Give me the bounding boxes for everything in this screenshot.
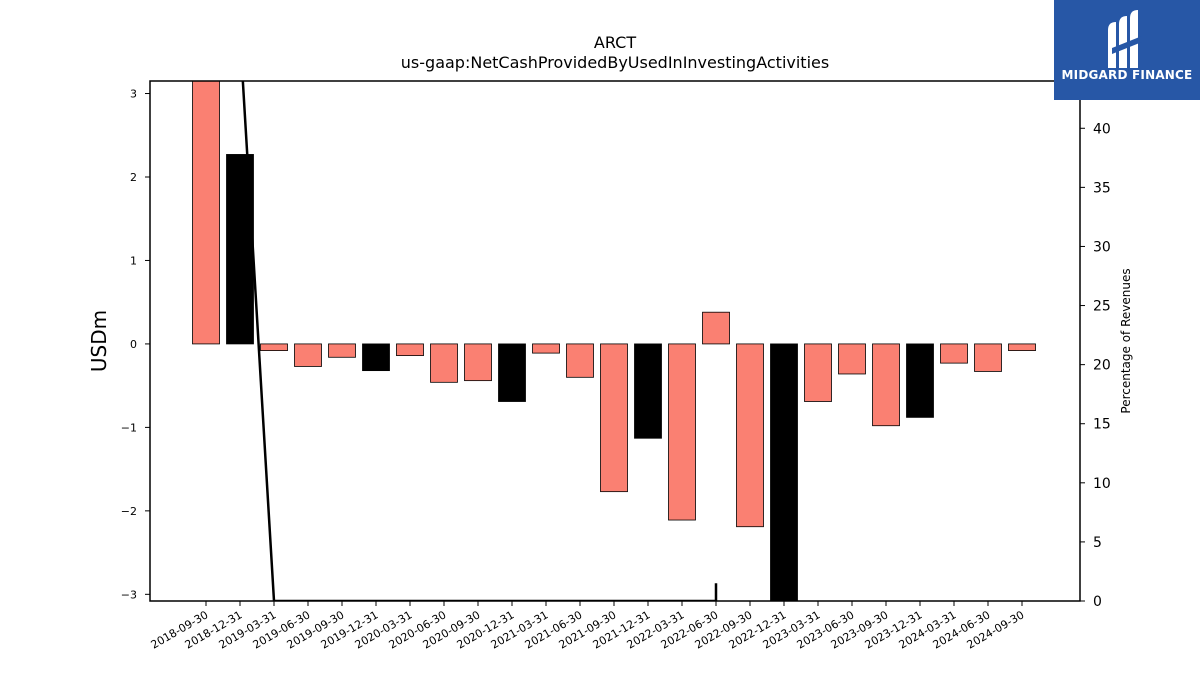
bar-2023-03-31 — [804, 343, 832, 402]
y-tick-label: 0 — [130, 338, 137, 351]
y2-tick-label: 20 — [1093, 358, 1111, 374]
bar-2020-12-31 — [498, 343, 526, 402]
bar-2019-12-31 — [362, 343, 390, 372]
bar-2019-06-30 — [294, 343, 322, 367]
bar-2020-09-30 — [464, 343, 492, 382]
y-axis-label: USDm — [87, 310, 111, 372]
bar-2022-03-31 — [668, 343, 696, 521]
y2-tick-label: 10 — [1093, 476, 1111, 492]
y-tick-label: −1 — [121, 421, 137, 434]
brand-name: MIDGARD FINANCE — [1061, 68, 1193, 82]
plot-frame — [149, 80, 1081, 602]
bar-2020-06-30 — [430, 343, 458, 383]
bar-2023-09-30 — [872, 343, 900, 427]
chart-title: ARCT — [594, 33, 636, 52]
bar-2022-12-31 — [770, 343, 798, 601]
bar-2021-12-31 — [634, 343, 662, 439]
y-axis-left: −3 −2 −1 0 1 2 3 — [121, 88, 150, 601]
bar-2024-06-30 — [974, 343, 1002, 372]
y-tick-label: 2 — [130, 171, 137, 184]
bar-2021-03-31 — [532, 343, 560, 354]
bar-2023-06-30 — [838, 343, 866, 375]
y-tick-label: 1 — [130, 254, 137, 267]
y2-tick-label: 15 — [1093, 417, 1111, 433]
y2-tick-label: 5 — [1093, 535, 1102, 551]
bar-2019-03-31 — [260, 343, 288, 351]
bar-2022-09-30 — [736, 343, 764, 528]
bar-2019-09-30 — [328, 343, 356, 358]
bar-2024-09-30 — [1008, 343, 1036, 351]
percentage-of-revenues-line — [241, 81, 718, 601]
chart-subtitle: us-gaap:NetCashProvidedByUsedInInvesting… — [401, 53, 829, 72]
bar-2024-03-31 — [940, 343, 968, 364]
bar-2020-03-31 — [396, 343, 424, 357]
y2-tick-label: 0 — [1093, 594, 1102, 610]
y-tick-label: −2 — [121, 505, 137, 518]
bar-2022-06-30 — [702, 311, 730, 345]
bar-group — [192, 81, 1036, 601]
percentage-line-group — [241, 81, 718, 601]
midgard-m-logo-icon — [1108, 10, 1142, 68]
x-axis: 2018-09-302018-12-312019-03-312019-06-30… — [149, 601, 1027, 652]
y-axis-right: 0 5 10 15 20 25 30 35 40 — [1080, 121, 1111, 610]
bar-2023-12-31 — [906, 343, 934, 418]
y-tick-label: −3 — [121, 588, 137, 601]
bar-2021-09-30 — [600, 343, 628, 493]
y2-tick-label: 30 — [1093, 239, 1111, 255]
y-tick-label: 3 — [130, 88, 137, 101]
y2-tick-label: 40 — [1093, 121, 1111, 137]
brand-logo: MIDGARD FINANCE — [1054, 0, 1200, 100]
y2-tick-label: 35 — [1093, 180, 1111, 196]
y2-axis-label: Percentage of Revenues — [1119, 268, 1133, 413]
bar-2021-06-30 — [566, 343, 594, 378]
y2-tick-label: 25 — [1093, 299, 1111, 315]
bar-2018-09-30 — [192, 81, 220, 345]
